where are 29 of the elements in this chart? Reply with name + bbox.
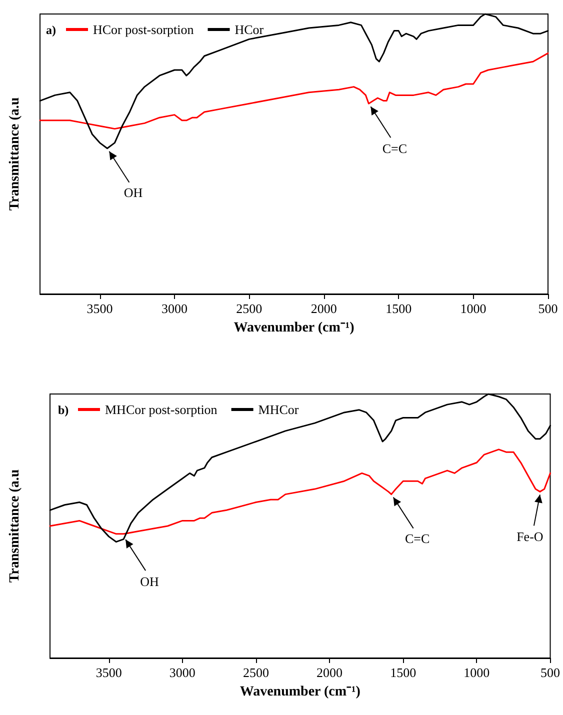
x-tick-label: 1500 — [386, 301, 412, 316]
x-axis-title: Wavenumber (cm⁻¹) — [234, 320, 355, 336]
x-tick-label: 3500 — [96, 665, 122, 680]
text: b) — [58, 403, 69, 417]
legend-label: HCor post-sorption — [93, 22, 194, 37]
x-tick-label: 1500 — [390, 665, 416, 680]
x-tick-label: 1000 — [464, 665, 490, 680]
annotation: C=C — [382, 140, 408, 157]
legend-label: MHCor post-sorption — [105, 402, 218, 417]
y-axis-title: Transmittance (a.u — [8, 469, 22, 583]
y-axis-title: Transmittance (a.u — [8, 97, 22, 211]
x-tick-label: 2500 — [242, 665, 269, 680]
x-tick-label: 3000 — [161, 301, 188, 316]
x-tick-label: 2500 — [236, 301, 262, 316]
annotation: C=C — [405, 531, 430, 548]
x-tick-label: 3500 — [86, 301, 113, 316]
x-axis-title: Wavenumber (cm⁻¹) — [240, 684, 361, 700]
x-tick-label: 500 — [538, 301, 558, 316]
x-tick-label: 2000 — [316, 665, 343, 680]
legend-label: HCor — [234, 22, 264, 37]
annotation: Fe-O — [516, 528, 544, 545]
x-tick-label: 2000 — [310, 301, 337, 316]
legend-label: MHCor — [258, 402, 300, 417]
x-tick-label: 3000 — [169, 665, 196, 680]
x-tick-label: 1000 — [460, 301, 486, 316]
text: a) — [46, 23, 56, 37]
annotation: OH — [140, 574, 159, 590]
annotation: OH — [124, 185, 143, 202]
x-tick-label: 500 — [540, 665, 560, 680]
